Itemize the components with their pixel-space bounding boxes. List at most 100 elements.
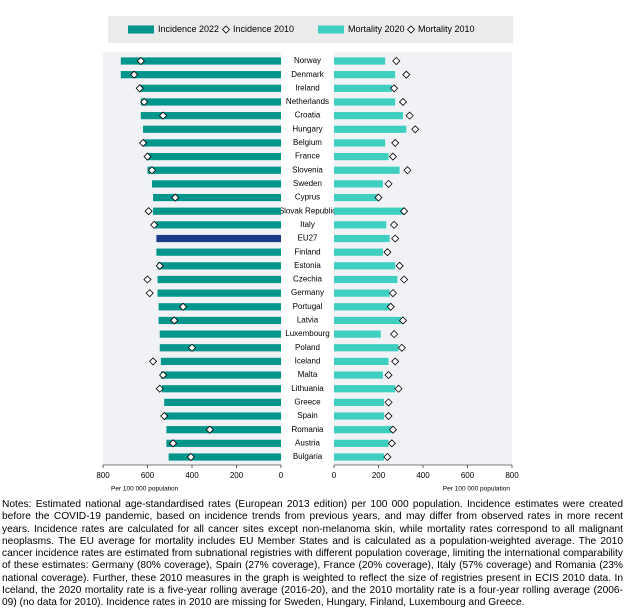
category-label: Iceland: [295, 357, 321, 366]
legend-swatch: [406, 25, 416, 34]
bar: [120, 71, 281, 79]
chart: Norway Denmark Ireland Netherlands Croatia Hu…: [96, 16, 519, 493]
bar: [159, 344, 281, 352]
category-label: Romania: [291, 425, 324, 434]
diamond-marker: [388, 152, 398, 161]
bar: [334, 248, 383, 256]
bar: [334, 139, 386, 147]
bar: [147, 166, 281, 174]
diamond-marker: [136, 56, 145, 66]
diamond-marker: [170, 316, 179, 325]
bar: [334, 112, 403, 120]
diamond-marker: [130, 70, 139, 79]
diamond-marker: [155, 261, 164, 270]
bar: [164, 412, 281, 420]
bar: [146, 152, 281, 161]
category-label: Greece: [294, 397, 321, 406]
bar: [334, 412, 385, 420]
category-label: Germany: [291, 288, 324, 297]
diamond-marker: [386, 302, 395, 311]
bar: [334, 439, 389, 447]
bar: [157, 275, 281, 284]
legend-swatch: [318, 25, 344, 34]
diamond-marker: [392, 56, 401, 66]
diamond-marker: [145, 289, 154, 298]
bar: [158, 316, 281, 325]
category-label: Finland: [294, 247, 320, 256]
x-tick-label: 0: [279, 471, 284, 480]
diamond-marker: [384, 179, 393, 188]
category-label: Estonia: [294, 261, 321, 270]
category-label: EU27: [297, 234, 318, 243]
category-label: Sweden: [293, 179, 322, 188]
diamond-marker: [400, 207, 409, 216]
diamond-marker: [405, 111, 414, 120]
diamond-marker: [384, 371, 393, 380]
category-label: Ireland: [295, 83, 319, 92]
bar: [166, 426, 281, 434]
bar: [334, 234, 390, 243]
bar: [155, 221, 281, 229]
bar: [334, 398, 385, 406]
diamond-marker: [143, 275, 152, 284]
x-tick-label: 600: [141, 471, 155, 480]
category-label: Slovenia: [292, 165, 323, 174]
bar: [334, 426, 392, 434]
bar: [143, 139, 281, 147]
diamond-marker: [159, 371, 168, 380]
x-tick-label: 400: [185, 471, 199, 480]
bar: [334, 207, 405, 215]
x-axis-label: Per 100 000 population: [111, 486, 179, 493]
diamond-marker: [148, 357, 158, 366]
bar: [156, 248, 281, 256]
diamond-marker: [187, 343, 197, 352]
diamond-marker: [384, 411, 393, 421]
category-label: France: [295, 152, 320, 161]
diamond-marker: [402, 70, 411, 79]
bar: [157, 289, 281, 297]
diamond-marker: [179, 302, 188, 311]
bar: [168, 453, 281, 461]
bar: [334, 289, 390, 297]
diamond-marker: [403, 166, 412, 175]
x-tick-label: 400: [416, 471, 430, 480]
bar: [153, 207, 281, 215]
bar: [334, 262, 396, 270]
bar: [334, 357, 389, 366]
plot-background: [103, 52, 281, 465]
bar: [166, 439, 281, 447]
x-tick-label: 200: [372, 471, 386, 480]
bar: [334, 180, 383, 188]
bar: [334, 71, 396, 79]
category-label: Latvia: [297, 316, 319, 325]
category-label: Austria: [295, 438, 320, 447]
diamond-marker: [391, 234, 400, 243]
category-label: Denmark: [291, 70, 324, 79]
category-label: Poland: [295, 343, 320, 352]
bar: [334, 193, 378, 202]
diamond-marker: [144, 207, 153, 216]
bar: [161, 385, 281, 393]
diamond-marker: [390, 84, 399, 93]
diamond-marker: [155, 384, 164, 393]
diamond-marker: [147, 166, 157, 175]
bar: [334, 330, 381, 338]
legend-label: Mortality 2020: [348, 24, 405, 34]
legend-swatch: [128, 25, 154, 34]
diamond-marker: [135, 84, 144, 93]
diamond-marker: [400, 275, 409, 284]
diamond-marker: [388, 289, 398, 298]
diamond-marker: [159, 111, 168, 120]
bar: [334, 166, 400, 174]
bar: [140, 98, 281, 106]
category-label: Cyprus: [295, 193, 320, 202]
bar: [138, 84, 281, 92]
bar: [160, 357, 281, 366]
diamond-marker: [411, 125, 420, 134]
bar: [143, 125, 281, 133]
diamond-marker: [390, 330, 399, 339]
diamond-marker: [391, 357, 400, 366]
category-label: Czechia: [293, 275, 322, 284]
bar: [334, 344, 399, 352]
diamond-marker: [143, 152, 152, 161]
